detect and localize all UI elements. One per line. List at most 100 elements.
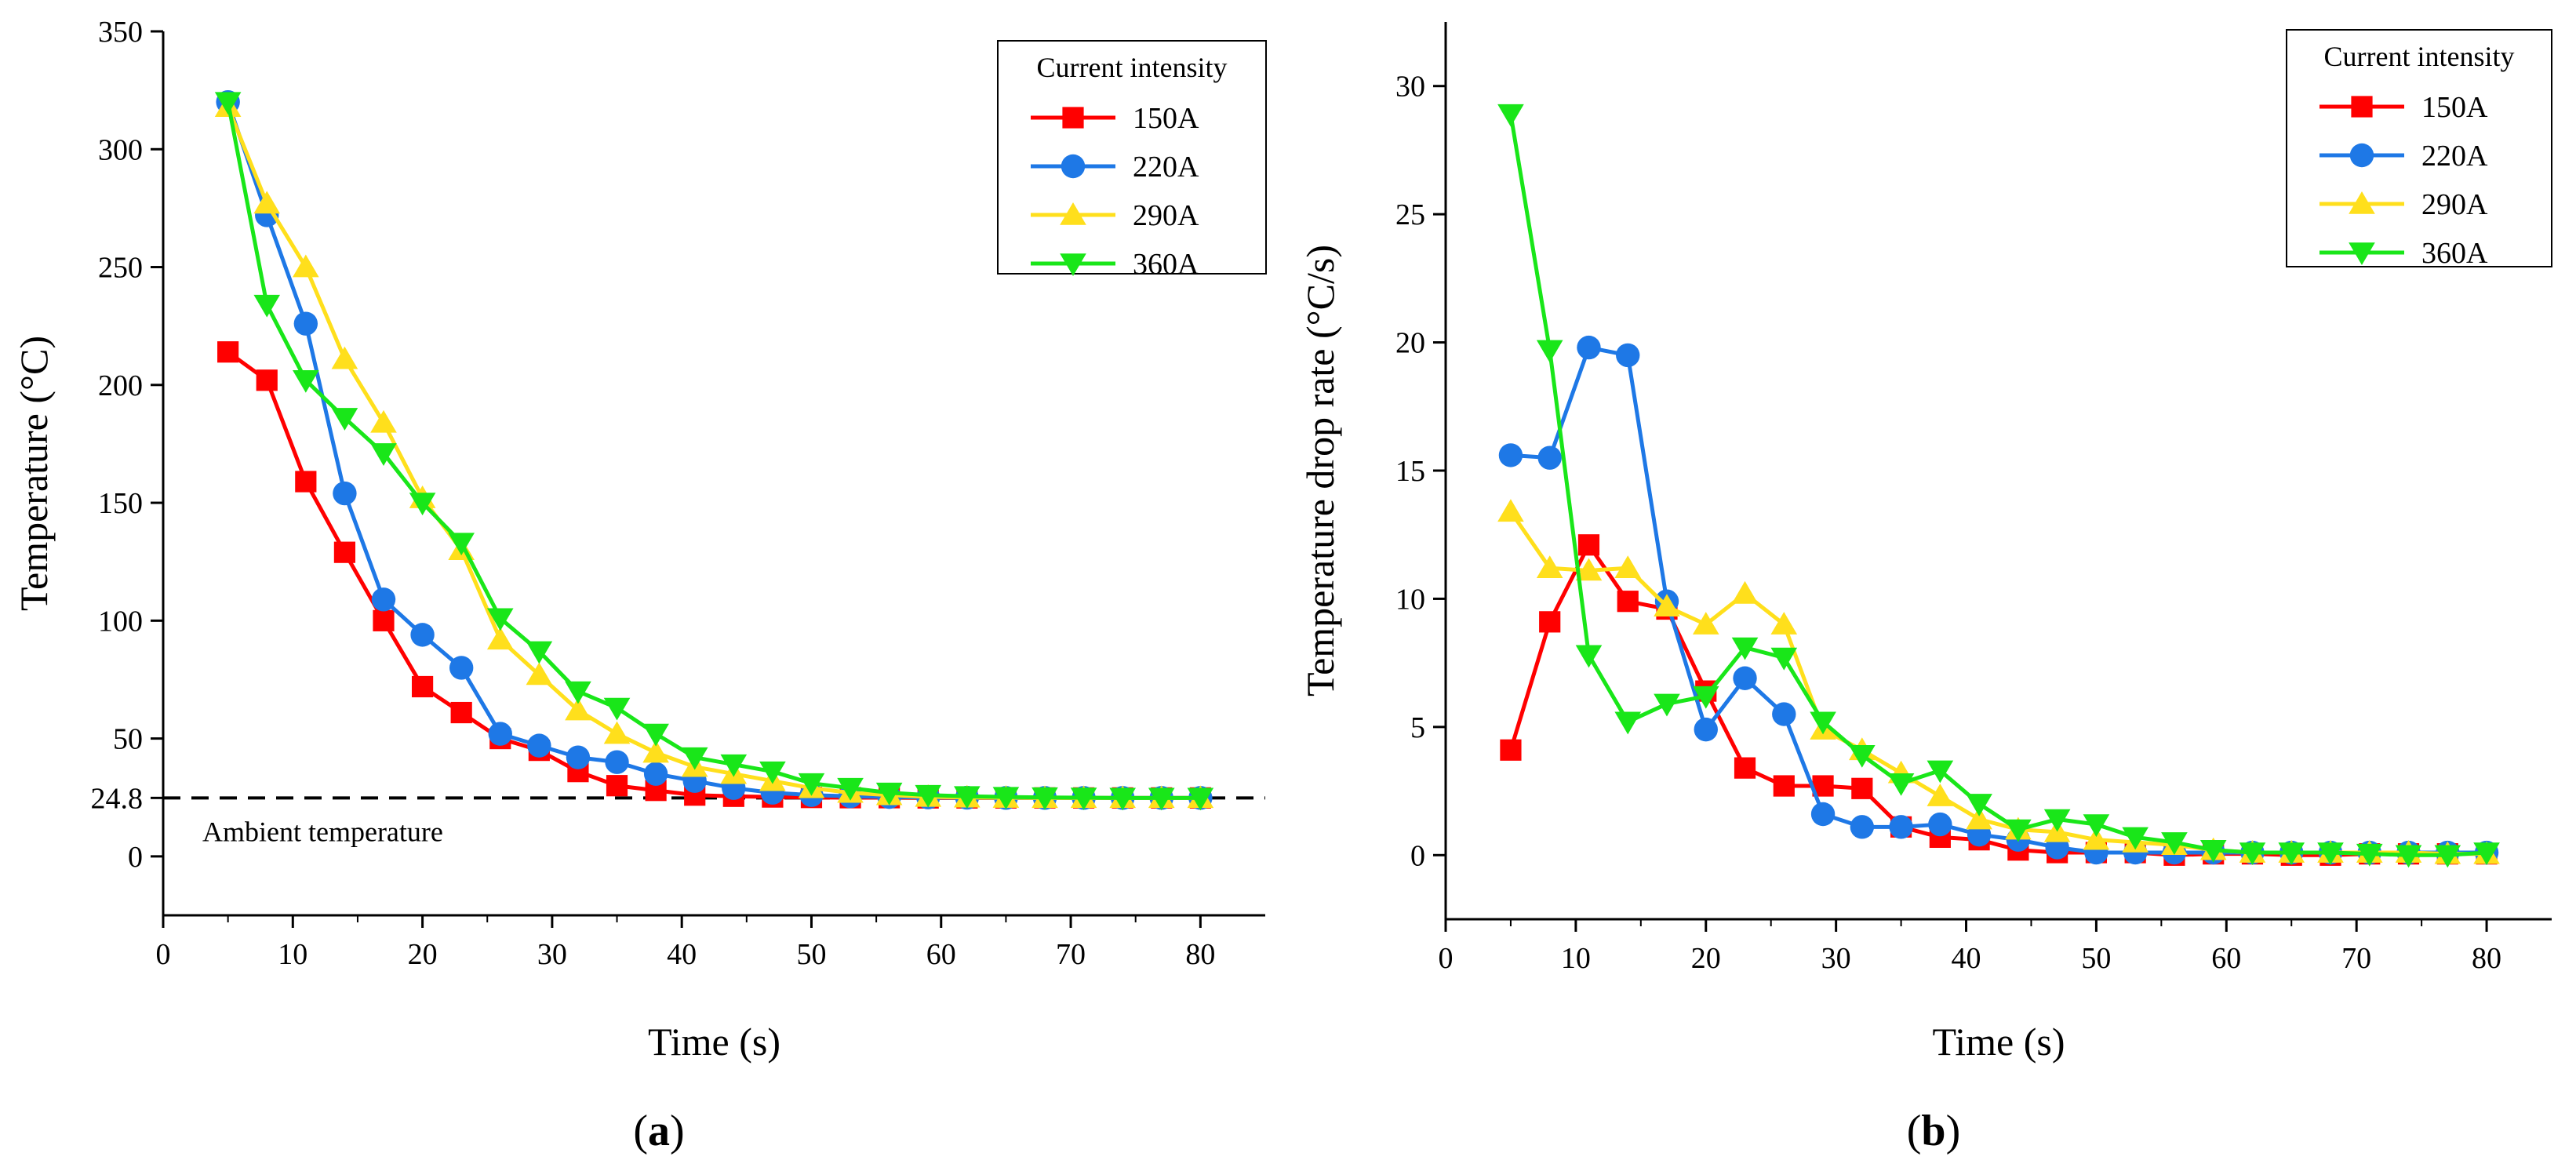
data-point-360A: [2473, 842, 2500, 866]
data-point-360A: [1731, 637, 1759, 660]
data-point-360A: [681, 747, 708, 770]
x-tick-label: 0: [156, 938, 171, 971]
series-line-150A: [1508, 543, 2487, 857]
x-tick-label: 70: [2341, 942, 2371, 975]
data-point-290A: [642, 740, 669, 763]
data-point-220A: [488, 722, 512, 746]
data-point-360A: [915, 784, 942, 808]
data-point-360A: [759, 761, 786, 784]
data-point-220A: [1537, 445, 1562, 470]
legend-marker-360A: [2349, 242, 2375, 265]
data-point-360A: [2161, 832, 2188, 855]
data-point-360A: [409, 493, 436, 516]
legend-box: [997, 40, 1267, 275]
y-tick-label: 250: [98, 252, 143, 285]
data-point-150A: [256, 369, 278, 391]
x-tick-label: 30: [537, 938, 567, 971]
data-point-220A: [1772, 702, 1796, 726]
data-point-290A: [370, 409, 397, 433]
data-point-360A: [837, 777, 864, 801]
data-point-360A: [2317, 842, 2344, 866]
data-point-360A: [2199, 839, 2227, 863]
data-point-360A: [2434, 845, 2461, 868]
data-point-360A: [1770, 647, 1798, 671]
data-point-360A: [1810, 711, 1836, 735]
y-tick-label: 300: [98, 133, 143, 166]
data-point-360A: [1927, 760, 1954, 784]
legend: Current intensity 150A 220A 290A 360A: [2286, 29, 2552, 270]
data-point-360A: [214, 92, 242, 115]
data-point-360A: [1031, 787, 1058, 810]
x-tick-label: 60: [926, 938, 956, 971]
y-tick-label: 15: [1395, 455, 1425, 488]
legend-label-220A: 220A: [1133, 151, 1199, 184]
data-point-220A: [566, 745, 591, 769]
legend-marker-360A: [1060, 253, 1086, 276]
data-point-290A: [1497, 499, 1524, 522]
data-point-360A: [954, 786, 981, 809]
data-point-150A: [1773, 775, 1795, 797]
x-tick-label: 80: [1185, 938, 1215, 971]
legend-marker-290A: [2349, 191, 2375, 214]
data-point-360A: [603, 697, 631, 721]
data-point-360A: [2395, 845, 2422, 868]
data-point-150A: [411, 675, 434, 698]
data-point-150A: [1500, 739, 1522, 761]
data-point-360A: [2278, 842, 2305, 866]
legend-label-150A: 150A: [2421, 91, 2488, 124]
y-tick-label: 0: [128, 841, 143, 874]
panel-label-a: (a): [633, 1107, 684, 1155]
data-point-220A: [1928, 812, 1952, 837]
data-point-360A: [565, 681, 591, 704]
x-axis-label: Time (s): [1932, 1020, 2065, 1064]
data-point-220A: [605, 750, 629, 774]
y-tick-label: 50: [113, 723, 143, 756]
data-point-290A: [2083, 827, 2110, 850]
data-point-360A: [1497, 104, 1524, 127]
x-tick-label: 60: [2211, 942, 2241, 975]
legend-title: Current intensity: [2324, 41, 2515, 72]
data-point-360A: [370, 443, 397, 466]
y-tick-label: 10: [1395, 583, 1425, 616]
data-point-360A: [448, 533, 475, 556]
data-point-360A: [1148, 787, 1175, 811]
data-point-220A: [371, 587, 396, 612]
y-tick-label: 5: [1410, 711, 1425, 744]
x-tick-label: 10: [278, 938, 307, 971]
legend-marker-150A: [1062, 107, 1084, 129]
data-point-290A: [526, 662, 553, 686]
data-point-360A: [1887, 773, 1915, 796]
data-point-290A: [1654, 594, 1680, 617]
x-tick-label: 20: [1691, 942, 1721, 975]
y-tick-label: 20: [1395, 327, 1425, 360]
x-tick-label: 80: [2472, 942, 2501, 975]
data-point-220A: [333, 481, 357, 506]
data-point-360A: [875, 782, 903, 806]
legend-marker-220A: [1061, 154, 1086, 179]
panel-a: 0 10 20 30 40 50 60 70 80 0 24.8 50 100 150 200 250 300 3…: [12, 16, 1267, 1155]
y-tick-label: 100: [98, 605, 143, 638]
legend-label-290A: 290A: [2421, 188, 2488, 221]
x-tick-label: 40: [667, 938, 697, 971]
data-point-150A: [217, 341, 239, 363]
panel-b: 0 10 20 30 40 50 60 70 80 0 5 10 15 20 25 30 Time (s) Tem…: [1298, 22, 2552, 1155]
data-point-220A: [1850, 815, 1875, 839]
data-point-150A: [295, 471, 317, 493]
data-point-360A: [1966, 794, 1992, 816]
y-tick-label: 150: [98, 487, 143, 520]
data-point-290A: [1575, 558, 1603, 581]
data-point-290A: [1927, 784, 1954, 806]
data-point-360A: [1070, 787, 1097, 811]
series-290A: [1497, 499, 2500, 864]
legend-label-220A: 220A: [2421, 140, 2488, 173]
data-point-220A: [449, 656, 474, 680]
legend-box: [2286, 29, 2552, 267]
y-axis-label: Temperature drop rate (°C/s): [1298, 245, 1342, 696]
data-point-150A: [1577, 534, 1600, 556]
y-tick-label: 24.8: [91, 782, 144, 815]
data-point-360A: [720, 754, 748, 777]
data-point-150A: [1617, 591, 1639, 613]
x-tick-label: 50: [2081, 942, 2111, 975]
data-point-150A: [1851, 777, 1873, 799]
